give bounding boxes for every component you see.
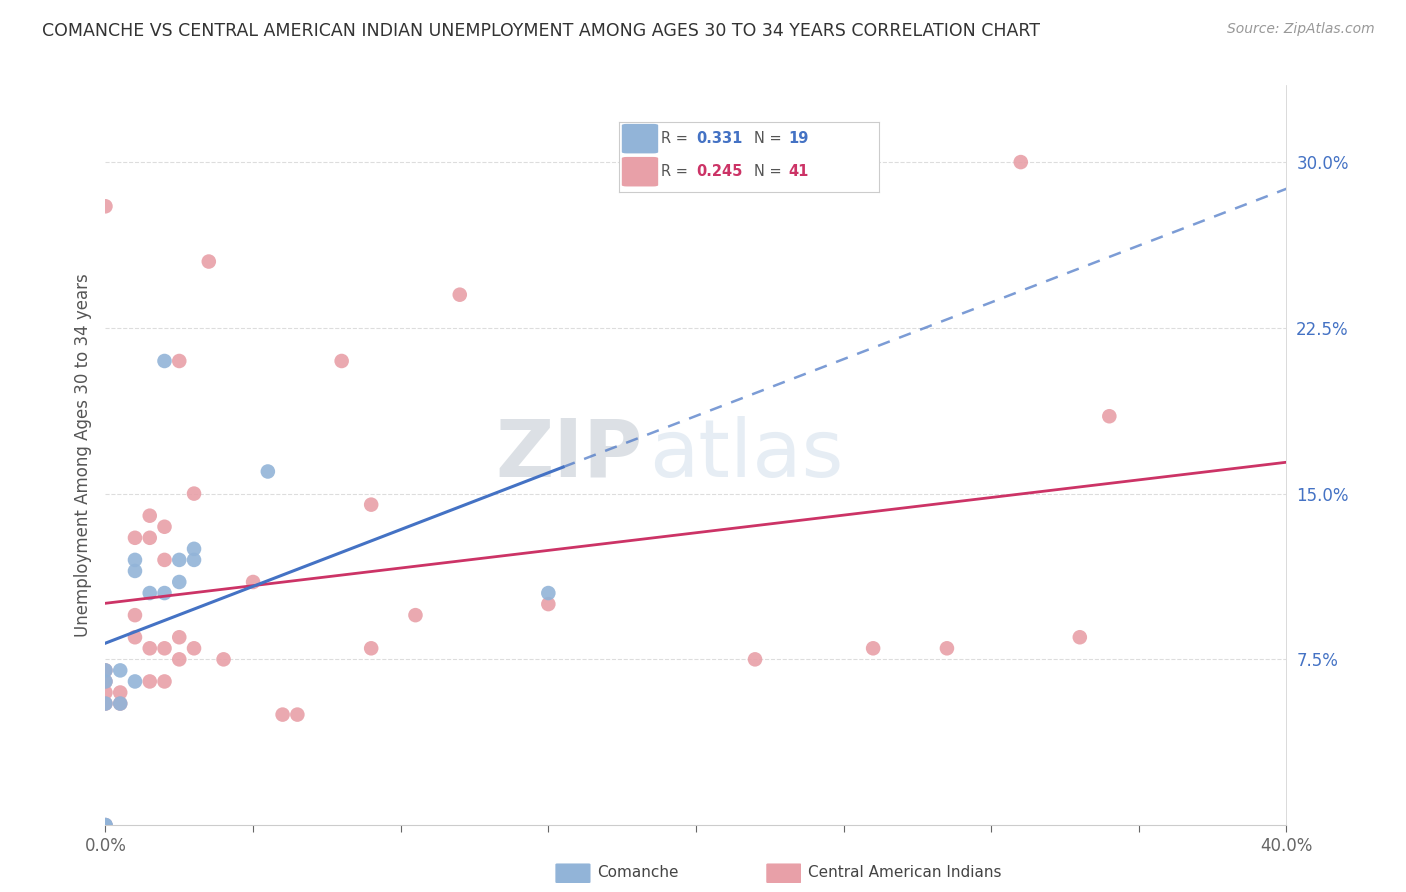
Point — [153, 520, 176, 534]
Point — [110, 697, 132, 711]
Text: Source: ZipAtlas.com: Source: ZipAtlas.com — [1227, 22, 1375, 37]
Point — [138, 641, 162, 656]
Point — [169, 574, 191, 589]
Point — [360, 641, 382, 656]
Point — [537, 597, 560, 611]
Text: COMANCHE VS CENTRAL AMERICAN INDIAN UNEMPLOYMENT AMONG AGES 30 TO 34 YEARS CORRE: COMANCHE VS CENTRAL AMERICAN INDIAN UNEM… — [42, 22, 1040, 40]
Point — [1069, 630, 1091, 644]
Text: Central American Indians: Central American Indians — [808, 865, 1002, 880]
Point — [110, 697, 132, 711]
Point — [197, 254, 219, 268]
Point — [153, 354, 176, 368]
Point — [360, 498, 382, 512]
Point — [183, 486, 205, 500]
Point — [169, 630, 191, 644]
Point — [153, 553, 176, 567]
Point — [124, 608, 146, 623]
Point — [183, 641, 205, 656]
Text: ZIP: ZIP — [495, 416, 643, 494]
Point — [153, 674, 176, 689]
FancyBboxPatch shape — [766, 863, 801, 883]
Point — [169, 652, 191, 666]
Point — [124, 630, 146, 644]
Point — [94, 664, 117, 678]
Point — [169, 354, 191, 368]
Point — [153, 641, 176, 656]
Point — [94, 674, 117, 689]
Point — [862, 641, 884, 656]
Point — [94, 818, 117, 832]
Point — [1010, 155, 1032, 169]
Point — [183, 553, 205, 567]
Point — [94, 697, 117, 711]
Point — [94, 664, 117, 678]
Point — [94, 199, 117, 213]
Point — [183, 541, 205, 556]
Point — [138, 531, 162, 545]
Point — [449, 287, 471, 301]
Point — [537, 586, 560, 600]
Y-axis label: Unemployment Among Ages 30 to 34 years: Unemployment Among Ages 30 to 34 years — [73, 273, 91, 637]
Point — [242, 574, 264, 589]
Point — [94, 697, 117, 711]
Point — [212, 652, 235, 666]
Point — [94, 674, 117, 689]
Point — [271, 707, 294, 722]
Point — [138, 508, 162, 523]
Point — [124, 553, 146, 567]
Point — [94, 685, 117, 699]
Point — [94, 818, 117, 832]
Point — [405, 608, 427, 623]
Point — [257, 465, 280, 479]
Point — [94, 818, 117, 832]
Point — [110, 664, 132, 678]
Point — [124, 564, 146, 578]
Point — [330, 354, 353, 368]
Point — [169, 553, 191, 567]
Text: atlas: atlas — [648, 416, 844, 494]
Point — [138, 586, 162, 600]
Point — [124, 531, 146, 545]
Point — [153, 586, 176, 600]
Point — [124, 674, 146, 689]
Point — [287, 707, 309, 722]
Point — [1098, 409, 1121, 424]
Point — [744, 652, 766, 666]
FancyBboxPatch shape — [555, 863, 591, 883]
Point — [110, 685, 132, 699]
Point — [936, 641, 959, 656]
Point — [138, 674, 162, 689]
Text: Comanche: Comanche — [598, 865, 679, 880]
